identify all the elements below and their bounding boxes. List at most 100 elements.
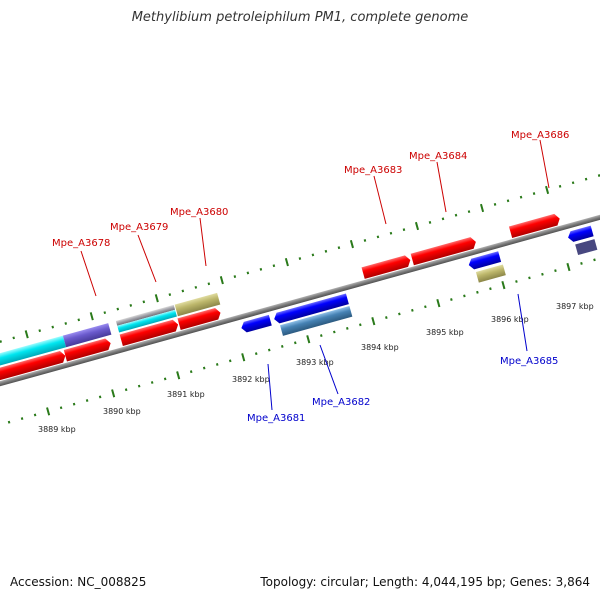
minor-tick — [181, 289, 185, 293]
minor-tick — [20, 417, 24, 421]
minor-tick — [593, 258, 596, 262]
forward-tick-track — [0, 174, 600, 343]
major-tick — [306, 335, 311, 344]
leader-line — [137, 234, 157, 283]
major-tick — [480, 203, 485, 213]
gene-label[interactable]: Mpe_A3684 — [409, 151, 467, 162]
minor-tick — [411, 308, 414, 312]
minor-tick — [298, 257, 302, 260]
feature-rna[interactable] — [0, 335, 67, 368]
minor-tick — [476, 290, 479, 294]
minor-tick — [129, 303, 133, 307]
major-tick — [111, 389, 116, 398]
kbp-label: 3896 kbp — [491, 315, 529, 324]
major-tick — [241, 353, 246, 362]
minor-tick — [320, 334, 323, 338]
minor-tick — [12, 336, 15, 340]
feature-forward[interactable] — [63, 337, 112, 362]
minor-tick — [116, 307, 120, 311]
minor-tick — [194, 285, 198, 289]
feature-rna[interactable] — [115, 304, 176, 326]
gene-label[interactable]: Mpe_A3683 — [344, 165, 402, 176]
feature-forward[interactable] — [410, 236, 478, 266]
feature-forward[interactable] — [361, 254, 412, 279]
accession-label: Accession: NC_008825 — [10, 575, 147, 589]
minor-tick — [103, 311, 107, 315]
minor-tick — [137, 384, 141, 388]
minor-tick — [72, 402, 76, 406]
feature-other[interactable] — [62, 323, 112, 348]
minor-tick — [124, 388, 128, 392]
reverse-gene-labels: Mpe_A3681 Mpe_A3682 Mpe_A3685 — [247, 293, 558, 424]
feature-other[interactable] — [575, 239, 598, 256]
minor-tick — [233, 275, 237, 278]
feature-forward[interactable] — [119, 319, 180, 347]
leader-line — [267, 363, 273, 411]
minor-tick — [489, 287, 492, 291]
major-tick — [154, 294, 159, 303]
minor-tick — [324, 249, 328, 253]
gene-label[interactable]: Mpe_A3681 — [247, 413, 305, 424]
minor-tick — [541, 272, 544, 276]
gene-label[interactable]: Mpe_A3685 — [500, 356, 558, 367]
minor-tick — [272, 264, 276, 268]
minor-tick — [142, 300, 146, 304]
major-tick — [46, 407, 51, 416]
minor-tick — [580, 262, 583, 265]
minor-tick — [528, 276, 531, 280]
feature-other[interactable] — [174, 292, 221, 317]
leader-line — [199, 217, 207, 267]
feature-other[interactable] — [475, 264, 506, 283]
minor-tick — [441, 217, 445, 221]
feature-forward[interactable] — [0, 350, 67, 383]
kbp-label: 3897 kbp — [556, 302, 594, 311]
major-tick — [89, 312, 94, 321]
reverse-features — [240, 225, 598, 336]
kbp-scale: 3889 kbp 3890 kbp 3891 kbp 3892 kbp 3893… — [38, 302, 594, 434]
minor-tick — [259, 267, 263, 271]
map-title: Methylibium petroleiphilum PM1, complete… — [131, 10, 469, 25]
gene-label[interactable]: Mpe_A3680 — [170, 207, 228, 218]
minor-tick — [33, 413, 37, 417]
map-track — [0, 174, 600, 424]
feature-reverse[interactable] — [273, 293, 349, 324]
minor-tick — [428, 221, 432, 224]
minor-tick — [337, 246, 341, 250]
major-tick — [176, 371, 181, 380]
minor-tick — [64, 322, 68, 325]
gene-label[interactable]: Mpe_A3679 — [110, 222, 168, 233]
gene-label[interactable]: Mpe_A3678 — [52, 238, 110, 249]
major-tick — [501, 280, 506, 290]
feature-forward[interactable] — [177, 307, 222, 330]
feature-reverse[interactable] — [240, 314, 272, 334]
feature-reverse[interactable] — [567, 225, 594, 243]
kbp-label: 3892 kbp — [232, 375, 270, 384]
major-tick — [349, 239, 354, 249]
minor-tick — [424, 305, 427, 309]
minor-tick — [376, 235, 380, 239]
gene-label[interactable]: Mpe_A3682 — [312, 397, 370, 408]
genome-summary: Topology: circular; Length: 4,044,195 bp… — [260, 575, 590, 589]
gene-label[interactable]: Mpe_A3686 — [511, 130, 569, 141]
forward-features — [0, 213, 561, 383]
kbp-label: 3889 kbp — [38, 425, 76, 434]
minor-tick — [558, 184, 562, 188]
minor-tick — [385, 316, 388, 319]
reverse-tick-track — [7, 258, 596, 424]
minor-tick — [7, 420, 11, 424]
feature-forward[interactable] — [508, 213, 561, 239]
minor-tick — [280, 345, 284, 348]
feature-reverse[interactable] — [467, 251, 502, 270]
minor-tick — [402, 228, 406, 232]
minor-tick — [450, 298, 453, 301]
leader-line — [80, 250, 97, 297]
major-tick — [566, 262, 571, 272]
minor-tick — [554, 269, 557, 273]
major-tick — [284, 258, 289, 267]
minor-tick — [150, 381, 154, 384]
feature-rna[interactable] — [117, 309, 177, 333]
kbp-label: 3891 kbp — [167, 390, 205, 399]
feature-other[interactable] — [280, 306, 353, 336]
minor-tick — [311, 253, 315, 257]
minor-tick — [228, 359, 232, 363]
